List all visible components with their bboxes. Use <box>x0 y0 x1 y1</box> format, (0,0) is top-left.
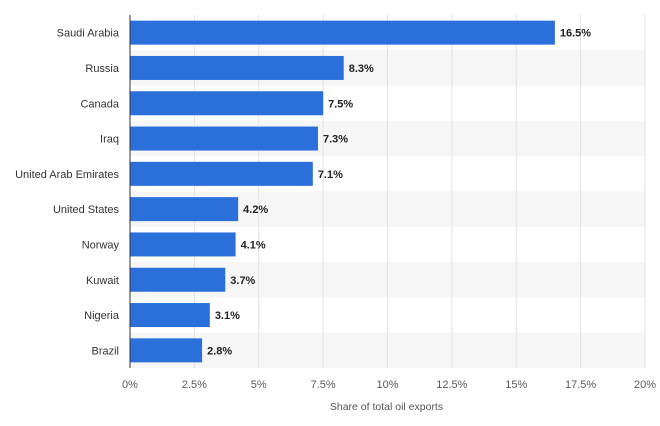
bar <box>130 55 344 80</box>
data-label: 4.1% <box>241 239 266 251</box>
data-label: 7.1% <box>318 169 343 181</box>
value-labels: 16.5% 8.3% 7.5% 7.3% 7.1% 4.2% 4.1% 3.7% 3.1% 2.8… <box>207 28 591 358</box>
bar <box>130 267 226 292</box>
x-axis-title: Share of total oil exports <box>330 401 443 413</box>
category-label: United Arab Emirates <box>15 169 119 181</box>
category-label: Saudi Arabia <box>57 28 120 40</box>
bar <box>130 126 318 151</box>
data-label: 3.1% <box>215 310 240 322</box>
category-label: Canada <box>80 98 119 110</box>
x-tick-label: 20% <box>634 379 656 391</box>
category-label: Iraq <box>100 134 119 146</box>
category-label: Nigeria <box>84 310 120 322</box>
x-tick-label: 7.5% <box>311 379 336 391</box>
bar <box>130 338 203 363</box>
category-label: United States <box>53 204 120 216</box>
x-tick-label: 12.5% <box>436 379 467 391</box>
category-label: Brazil <box>91 345 119 357</box>
bar <box>130 197 239 222</box>
bar <box>130 91 324 116</box>
data-label: 2.8% <box>207 345 232 357</box>
x-tick-label: 0% <box>122 379 138 391</box>
x-tick-label: 5% <box>251 379 267 391</box>
x-tick-label: 2.5% <box>182 379 207 391</box>
x-tick-label: 10% <box>376 379 398 391</box>
category-label: Norway <box>82 239 120 251</box>
bar <box>130 303 210 328</box>
bar <box>130 20 555 45</box>
x-tick-label: 15% <box>505 379 527 391</box>
category-label: Kuwait <box>86 275 119 287</box>
data-label: 4.2% <box>243 204 268 216</box>
category-label: Russia <box>85 63 120 75</box>
bars <box>130 20 555 363</box>
data-label: 7.5% <box>328 98 353 110</box>
bar <box>130 232 236 257</box>
x-tick-label: 17.5% <box>565 379 596 391</box>
category-labels: Saudi Arabia Russia Canada Iraq United Arab … <box>15 28 120 358</box>
data-label: 7.3% <box>323 134 348 146</box>
bar <box>130 161 313 186</box>
data-label: 16.5% <box>560 28 591 40</box>
data-label: 8.3% <box>349 63 374 75</box>
data-label: 3.7% <box>230 275 255 287</box>
x-tick-labels: 0% 2.5% 5% 7.5% 10% 12.5% 15% 17.5% 20% <box>122 379 656 391</box>
